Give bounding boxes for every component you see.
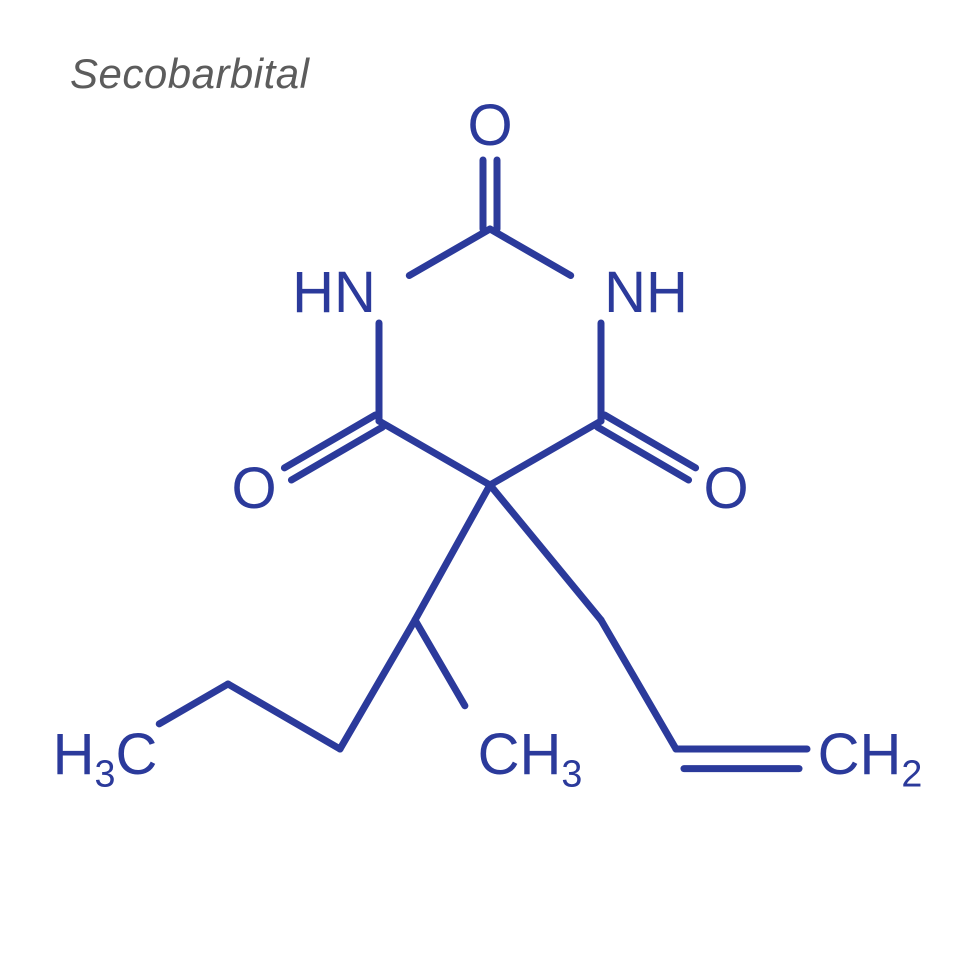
atom-HN1: HN [292,264,376,322]
atom-H3C: H3C [53,726,158,784]
atom-O2: O [467,97,512,155]
molecule-canvas: Secobarbital OHNNHOOCH3H3CCH2 [0,0,980,980]
atom-CH3L: CH3 [478,726,583,784]
atom-NH3: NH [604,264,688,322]
atom-O4: O [703,460,748,518]
atom-CH2: CH2 [818,726,923,784]
atom-O6: O [231,460,276,518]
